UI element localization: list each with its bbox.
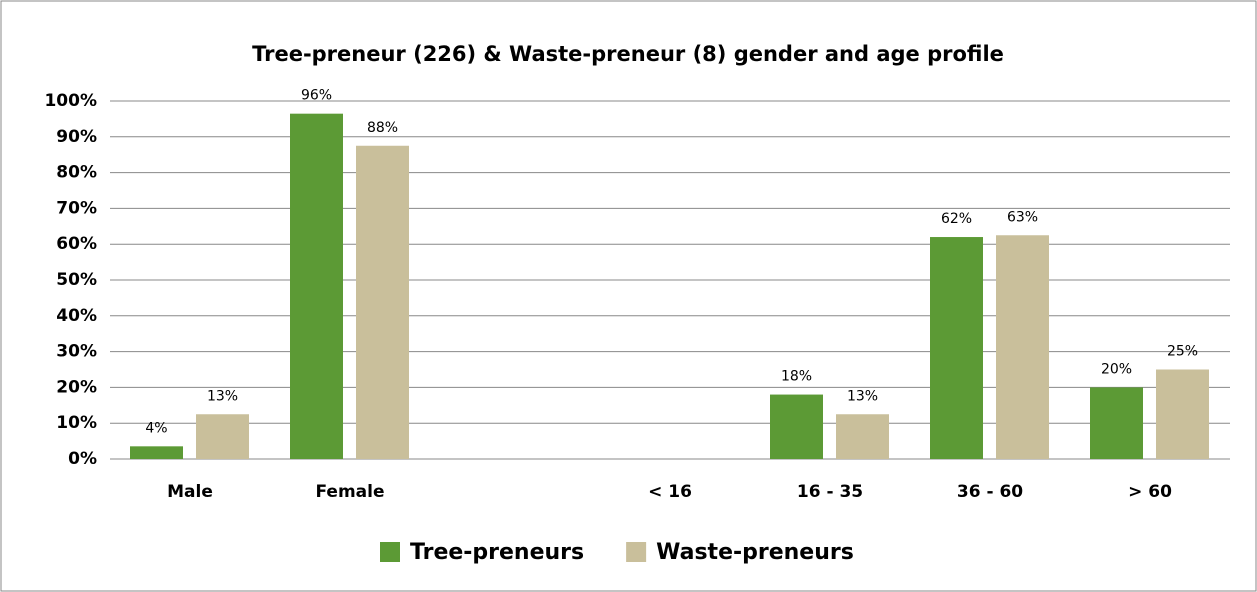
y-tick-label: 0%: [68, 449, 97, 469]
x-tick-label: 16 - 35: [797, 482, 863, 502]
legend-swatch: [380, 542, 400, 562]
data-label: 18%: [781, 369, 812, 385]
data-label: 88%: [367, 120, 398, 136]
y-tick-label: 20%: [56, 377, 97, 397]
legend-swatch: [626, 542, 647, 562]
bar: [196, 414, 249, 459]
y-tick-label: 40%: [56, 306, 97, 326]
bar: [770, 394, 823, 459]
x-tick-label: < 16: [648, 482, 692, 502]
x-tick-label: > 60: [1128, 482, 1172, 502]
x-tick-label: Female: [316, 482, 385, 502]
y-tick-label: 60%: [56, 234, 97, 254]
y-tick-label: 90%: [56, 127, 97, 147]
data-label: 96%: [301, 88, 332, 104]
y-tick-label: 10%: [56, 413, 97, 433]
bar: [930, 237, 983, 459]
bar: [836, 414, 889, 459]
bar: [290, 113, 343, 459]
y-tick-label: 100%: [44, 91, 97, 111]
bar: [996, 235, 1049, 459]
y-tick-label: 30%: [56, 342, 97, 362]
y-tick-label: 80%: [56, 163, 97, 183]
data-label: 13%: [207, 388, 238, 404]
data-label: 62%: [941, 211, 972, 227]
chart-title: Tree-preneur (226) & Waste-preneur (8) g…: [252, 42, 1004, 66]
bar: [130, 446, 183, 459]
data-label: 63%: [1007, 209, 1038, 225]
x-tick-label: 36 - 60: [957, 482, 1023, 502]
y-tick-label: 50%: [56, 270, 97, 290]
data-label: 4%: [145, 420, 167, 436]
bar: [1156, 369, 1209, 459]
bar: [356, 145, 409, 459]
data-label: 13%: [847, 388, 878, 404]
bar: [1090, 387, 1143, 459]
legend-label: Waste-preneurs: [656, 540, 854, 565]
legend-label: Tree-preneurs: [410, 540, 584, 565]
y-tick-label: 70%: [56, 198, 97, 218]
x-tick-label: Male: [167, 482, 213, 502]
data-label: 20%: [1101, 361, 1132, 377]
data-label: 25%: [1167, 344, 1198, 360]
